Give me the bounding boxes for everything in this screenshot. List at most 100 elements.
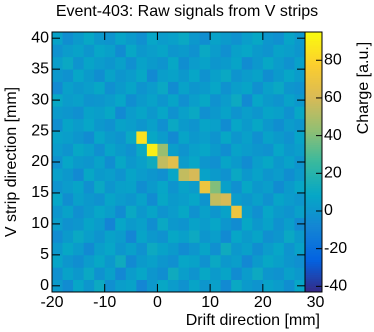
heatmap-cell [73,93,85,107]
heatmap-cell [146,279,158,293]
heatmap-cell [73,44,85,58]
colorbar-segment [305,138,322,141]
heatmap-cell [146,56,158,70]
heatmap-cell [220,118,232,132]
heatmap-cell [178,205,190,219]
heatmap-cell [115,143,127,157]
heatmap-cell [189,217,200,231]
colorbar-segment [305,62,322,65]
heatmap-cell [231,56,243,70]
colorbar-segment [305,94,322,98]
heatmap-cell [210,230,222,243]
heatmap-cell [189,192,200,206]
heatmap-cell [167,155,179,169]
heatmap-cell [178,217,190,231]
colorbar-segment [305,118,322,122]
heatmap-cell [241,56,253,70]
heatmap-cell [294,56,306,70]
heatmap-cell [199,254,211,268]
colorbar-segment [305,168,322,172]
heatmap-cell [178,230,190,243]
heatmap-cell [115,93,127,107]
heatmap-cell [157,155,169,169]
heatmap-cell [52,254,63,268]
heatmap-cell [262,230,274,243]
colorbar-segment [305,45,322,48]
heatmap-cell [62,93,74,107]
heatmap-cell [94,217,106,231]
heatmap-cell [52,106,63,120]
heatmap-cell [136,155,148,169]
colorbar-segment [305,125,322,128]
heatmap-cell [157,106,169,120]
heatmap-cell [146,205,158,219]
heatmap-cell [220,168,232,181]
heatmap-cell [273,242,285,256]
heatmap-cell [136,242,148,256]
heatmap-cell [262,56,274,70]
heatmap-cell [283,118,295,132]
colorbar-segment [305,188,322,191]
heatmap-cell [62,242,74,256]
heatmap-cell [62,254,74,268]
heatmap-cell [210,180,222,194]
colorbar-segment [305,227,322,230]
y-tick-label: 20 [31,153,49,170]
heatmap-cell [115,192,127,206]
colorbar-segment [305,151,322,154]
heatmap-cell [189,118,200,132]
heatmap-cell [104,168,116,181]
heatmap-cell [125,106,137,120]
heatmap-cell [262,205,274,219]
heatmap-cell [83,230,95,243]
heatmap-cell [157,230,169,243]
heatmap-cell [241,131,253,144]
heatmap-cell [294,118,306,132]
heatmap-cell [252,81,264,95]
heatmap-cell [283,44,295,58]
heatmap-cell [210,32,222,45]
colorbar-segment [305,207,322,211]
heatmap-cell [220,32,232,45]
heatmap-cell [189,205,200,219]
heatmap-cell [199,242,211,256]
heatmap-cell [62,168,74,181]
heatmap-cell [252,205,264,219]
heatmap-cell [273,180,285,194]
heatmap-cell [73,118,85,132]
heatmap-cell [231,155,243,169]
heatmap-cell [146,143,158,157]
heatmap-cell [157,69,169,82]
heatmap-cell [210,106,222,120]
heatmap-cell [220,217,232,231]
colorbar-segment [305,259,322,263]
heatmap-cell [210,93,222,107]
heatmap-cell [73,143,85,157]
heatmap-cell [241,279,253,293]
colorbar-segment [305,133,322,137]
heatmap-cell [231,192,243,206]
heatmap-cell [52,267,63,281]
heatmap-cell [262,69,274,82]
heatmap-cell [199,32,211,45]
heatmap-cell [157,267,169,281]
heatmap-cell [62,32,74,45]
colorbar-segment [305,185,322,189]
heatmap-cell [73,56,85,70]
colorbar-segment [305,73,322,76]
heatmap-cell [231,267,243,281]
heatmap-cell [294,230,306,243]
heatmap-cell [136,217,148,231]
heatmap-cell [283,180,295,194]
colorbar-segment [305,270,322,273]
heatmap-cell [125,230,137,243]
colorbar-segment [305,131,322,135]
heatmap-cell [210,267,222,281]
heatmap-cell [104,93,116,107]
colorbar-segment [305,144,322,148]
heatmap-cell [210,254,222,268]
heatmap-cell [273,205,285,219]
heatmap-cell [125,192,137,206]
heatmap-cell [73,69,85,82]
heatmap-cell [83,205,95,219]
